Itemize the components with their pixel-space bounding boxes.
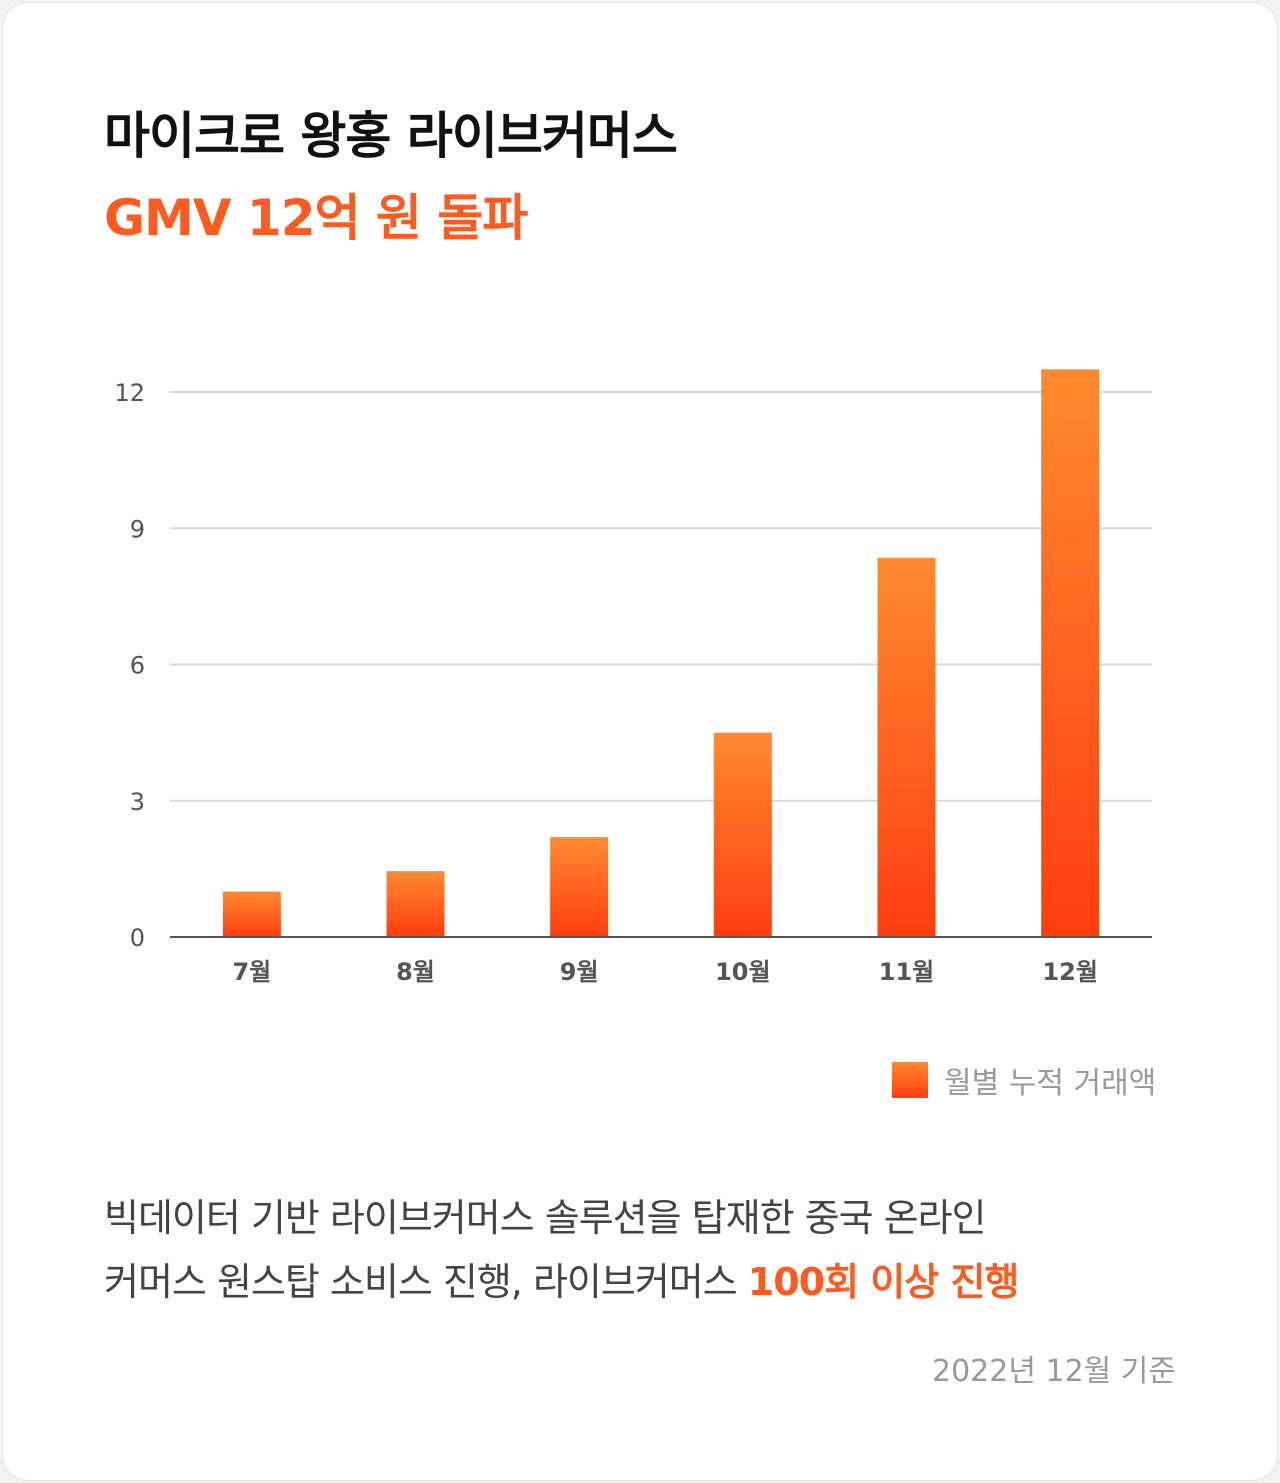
y-tick-label: 3	[130, 788, 145, 816]
bar	[877, 557, 936, 937]
title-line1: 마이크로 왕홍 라이브커머스	[104, 107, 678, 165]
x-tick-label: 7월	[232, 958, 271, 986]
x-tick-label: 11월	[879, 958, 934, 986]
x-tick-label: 9월	[560, 958, 599, 986]
bar	[222, 891, 281, 937]
bar-chart: 0 3 6 9 12 7월 8월 9월 10월 11월 12월	[114, 369, 1152, 986]
description-line1: 빅데이터 기반 라이브커머스 솔루션을 탑재한 중국 온라인	[104, 1196, 987, 1240]
footnote: 2022년 12월 기준	[932, 1354, 1176, 1389]
x-tick-label: 8월	[396, 958, 435, 986]
y-tick-label: 6	[130, 652, 145, 680]
x-tick-label: 10월	[715, 958, 770, 986]
legend-label: 월별 누적 거래액	[944, 1066, 1157, 1101]
bar	[550, 837, 609, 937]
description-line2: 커머스 원스탑 소비스 진행, 라이브커머스	[104, 1260, 748, 1304]
y-tick-label: 12	[114, 379, 145, 407]
bar	[713, 732, 772, 937]
y-tick-label: 0	[130, 924, 145, 952]
bar	[386, 871, 445, 937]
legend-swatch	[892, 1062, 928, 1098]
legend: 월별 누적 거래액	[892, 1058, 1156, 1102]
bar	[1041, 369, 1100, 938]
description-highlight: 100회 이상 진행	[747, 1260, 1020, 1304]
x-tick-label: 12월	[1042, 958, 1097, 986]
y-tick-label: 9	[130, 515, 145, 543]
description: 빅데이터 기반 라이브커머스 솔루션을 탑재한 중국 온라인 커머스 원스탑 소…	[104, 1186, 1020, 1314]
title-line2: GMV 12억 원 돌파	[104, 189, 528, 247]
